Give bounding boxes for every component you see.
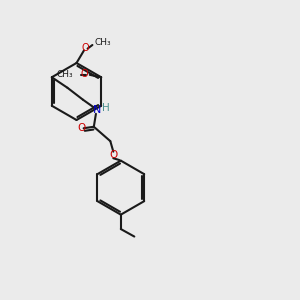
Text: CH₃: CH₃ xyxy=(94,38,111,47)
Text: N: N xyxy=(93,105,102,115)
Text: O: O xyxy=(109,150,117,160)
Text: CH₃: CH₃ xyxy=(57,70,73,79)
Text: O: O xyxy=(82,43,89,53)
Text: O: O xyxy=(77,123,85,133)
Text: O: O xyxy=(81,69,88,79)
Text: H: H xyxy=(102,103,110,113)
